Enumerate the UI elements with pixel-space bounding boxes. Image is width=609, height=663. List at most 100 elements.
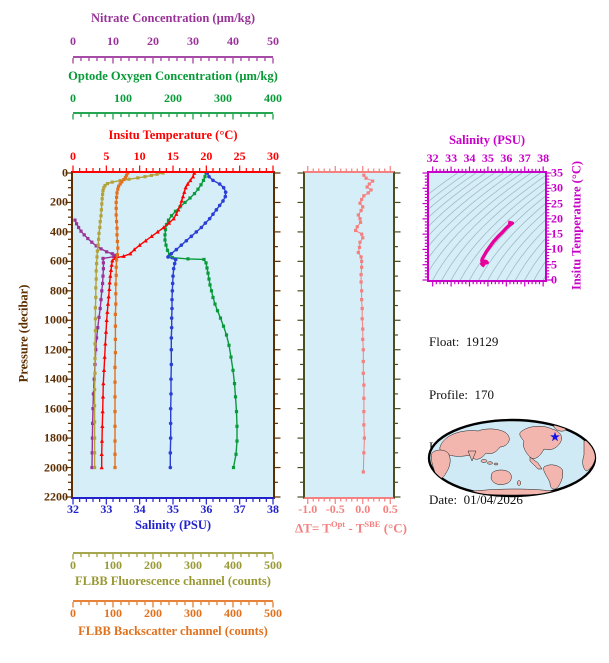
tick-label: 500 xyxy=(264,558,282,572)
tick-label: 10 xyxy=(107,34,119,48)
tick-label: 10 xyxy=(551,241,563,256)
tick-label: -1.0 xyxy=(298,502,318,516)
delta-t-panel xyxy=(303,171,395,499)
map-land-central-america xyxy=(529,456,543,470)
fluorescence-axis-title: FLBB Fluorescence channel (counts) xyxy=(75,574,271,588)
tick-label: 32 xyxy=(67,502,79,516)
delta-t-axis-label: ΔT= TOpt - TSBE (°C) xyxy=(289,519,413,536)
tick-label: 10 xyxy=(133,149,146,163)
ts-salinity-axis-title: Salinity (PSU) xyxy=(448,133,526,147)
tick-label: 35 xyxy=(551,165,563,180)
tick-label: 25 xyxy=(551,196,563,211)
tick-label: 400 xyxy=(264,91,282,105)
tick-label: 38 xyxy=(266,502,279,516)
delta-t-label-part: ΔT= T xyxy=(295,520,331,536)
pressure-axis-title: Pressure (decibar) xyxy=(16,284,31,383)
tick-label: 34 xyxy=(463,151,476,165)
tick-label: 1600 xyxy=(44,401,68,416)
tick-label: 1400 xyxy=(44,371,68,386)
tick-label: 36 xyxy=(500,151,513,165)
map-land-africa xyxy=(431,449,451,479)
tick-label: 37 xyxy=(518,151,531,165)
nitrate-axis-title: Nitrate Concentration (µm/kg) xyxy=(90,11,256,25)
tick-label: 2000 xyxy=(44,460,68,475)
tick-label: 5 xyxy=(551,257,557,272)
map-land-indonesia xyxy=(487,461,493,465)
tick-label: 20 xyxy=(551,211,563,226)
map-land-australia xyxy=(490,469,512,485)
tick-label: 0 xyxy=(70,606,76,620)
float-id: Float: 19129 xyxy=(429,334,499,349)
tick-label: 36 xyxy=(200,502,213,516)
tick-label: 15 xyxy=(551,226,563,241)
profile-plot-panel xyxy=(71,171,275,499)
delta-t-label-part: (°C) xyxy=(380,520,407,536)
tick-label: 35 xyxy=(481,151,494,165)
tick-label: 100 xyxy=(104,606,122,620)
tick-label: 1000 xyxy=(44,312,68,327)
tick-label: 200 xyxy=(50,194,68,209)
tick-label: 33 xyxy=(100,502,113,516)
tick-label: 1200 xyxy=(44,342,68,357)
tick-label: 20 xyxy=(147,34,159,48)
map-land-south-america xyxy=(543,464,564,490)
tick-label: 500 xyxy=(264,606,282,620)
tick-label: 400 xyxy=(50,224,68,239)
tick-label: 300 xyxy=(184,606,202,620)
oxygen-axis-title: Optode Oxygen Concentration (µm/kg) xyxy=(68,69,278,83)
tick-label: 200 xyxy=(144,606,162,620)
tick-label: 15 xyxy=(166,149,179,163)
map-land-indonesia xyxy=(480,459,488,463)
tick-label: 0 xyxy=(70,558,76,572)
backscatter-axis-title: FLBB Backscatter channel (counts) xyxy=(78,624,268,638)
ts-diagram-panel xyxy=(427,171,547,282)
ts-temperature-axis-title: Insitu Temperature (°C) xyxy=(569,160,584,291)
tick-label: 0.5 xyxy=(382,502,398,516)
tick-label: 400 xyxy=(224,606,242,620)
map-land-north-america xyxy=(519,426,562,459)
map-land-indonesia xyxy=(493,462,499,466)
tick-label: 37 xyxy=(233,502,246,516)
tick-label: 0 xyxy=(70,91,76,105)
tick-label: 800 xyxy=(50,283,68,298)
tick-label: 0 xyxy=(70,149,76,163)
tick-label: 40 xyxy=(227,34,239,48)
tick-label: -0.5 xyxy=(325,502,345,516)
tick-label: 0 xyxy=(551,272,557,287)
tick-label: 600 xyxy=(50,253,68,268)
map-land-new-zealand xyxy=(517,480,521,486)
tick-label: 100 xyxy=(104,558,122,572)
tick-label: 0 xyxy=(62,165,68,180)
tick-label: 25 xyxy=(233,149,246,163)
tick-label: 30 xyxy=(551,180,563,195)
tick-label: 30 xyxy=(187,34,199,48)
tick-label: 38 xyxy=(537,151,550,165)
delta-t-superscript-sbe: SBE xyxy=(364,519,381,529)
map-land-india xyxy=(467,450,477,462)
tick-label: 300 xyxy=(214,91,232,105)
tick-label: 100 xyxy=(114,91,132,105)
tick-label: 50 xyxy=(267,34,279,48)
tick-label: 1800 xyxy=(44,430,68,445)
tick-label: 30 xyxy=(266,149,279,163)
tick-label: 35 xyxy=(166,502,179,516)
tick-label: 5 xyxy=(103,149,110,163)
tick-label: 0 xyxy=(70,34,76,48)
map-ocean xyxy=(427,418,597,498)
profile-number: Profile: 170 xyxy=(429,386,494,402)
tick-label: 33 xyxy=(445,151,458,165)
salinity-axis-title: Salinity (PSU) xyxy=(134,518,212,532)
tick-label: 34 xyxy=(133,502,146,516)
tick-label: 32 xyxy=(426,151,439,165)
tick-label: 200 xyxy=(164,91,182,105)
float-location-star xyxy=(550,431,560,442)
temperature-axis-title: Insitu Temperature (°C) xyxy=(108,128,238,142)
tick-label: 2200 xyxy=(44,489,68,504)
world-map xyxy=(427,418,597,498)
delta-t-superscript-opt: Opt xyxy=(330,519,346,529)
tick-label: 20 xyxy=(200,149,213,163)
delta-t-label-part: - T xyxy=(345,520,365,536)
tick-label: 200 xyxy=(144,558,162,572)
tick-label: 0.0 xyxy=(355,502,371,516)
